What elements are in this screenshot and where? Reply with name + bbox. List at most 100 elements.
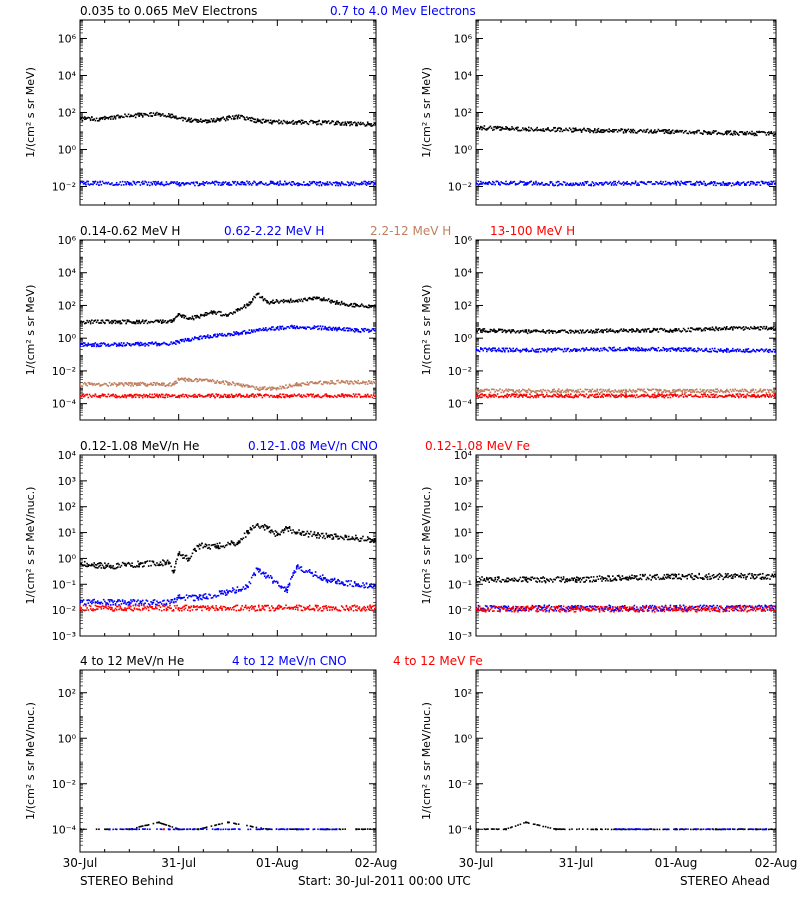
data-point bbox=[334, 382, 337, 385]
data-point bbox=[680, 130, 682, 133]
data-point bbox=[584, 181, 586, 183]
data-point bbox=[339, 303, 342, 306]
data-point bbox=[352, 305, 355, 308]
data-point bbox=[576, 350, 578, 353]
data-point bbox=[137, 320, 139, 323]
data-point bbox=[739, 326, 741, 329]
data-point bbox=[568, 183, 571, 185]
data-point bbox=[220, 334, 222, 336]
data-point bbox=[723, 182, 726, 185]
data-point bbox=[638, 130, 640, 132]
data-point bbox=[616, 330, 619, 332]
data-point bbox=[676, 129, 679, 132]
data-point bbox=[687, 347, 690, 350]
data-point bbox=[223, 314, 226, 317]
data-point bbox=[516, 126, 518, 129]
data-point bbox=[351, 396, 354, 398]
data-point bbox=[727, 130, 729, 132]
data-point bbox=[602, 183, 604, 186]
data-point bbox=[202, 119, 204, 122]
data-point bbox=[246, 116, 248, 119]
data-point bbox=[530, 391, 532, 394]
data-point bbox=[667, 349, 669, 351]
data-point bbox=[241, 331, 244, 334]
data-point bbox=[319, 181, 322, 184]
data-point bbox=[350, 395, 352, 397]
data-point bbox=[138, 319, 140, 322]
data-point bbox=[203, 184, 206, 187]
data-point bbox=[340, 393, 343, 395]
data-point bbox=[195, 377, 197, 380]
data-point bbox=[169, 319, 171, 322]
data-point bbox=[159, 113, 162, 115]
data-point bbox=[163, 321, 165, 323]
data-point bbox=[520, 129, 523, 132]
data-point bbox=[649, 330, 651, 332]
data-point bbox=[574, 182, 577, 184]
data-point bbox=[212, 310, 215, 312]
data-point bbox=[325, 299, 328, 301]
data-point bbox=[344, 121, 347, 124]
data-point bbox=[294, 300, 297, 303]
data-point bbox=[490, 329, 493, 331]
data-point bbox=[727, 132, 729, 134]
data-point bbox=[670, 330, 673, 333]
data-point bbox=[514, 390, 517, 393]
data-point bbox=[89, 321, 92, 323]
data-point bbox=[227, 118, 229, 121]
data-point bbox=[150, 112, 152, 114]
data-point bbox=[160, 343, 163, 345]
data-point bbox=[262, 118, 265, 121]
data-point bbox=[125, 382, 127, 385]
data-point bbox=[224, 181, 227, 183]
data-point bbox=[752, 183, 754, 185]
data-point bbox=[305, 328, 307, 330]
data-point bbox=[292, 299, 294, 302]
data-point bbox=[532, 183, 535, 185]
data-point bbox=[536, 351, 538, 353]
data-point bbox=[327, 120, 330, 122]
data-point bbox=[684, 181, 686, 184]
data-point bbox=[89, 119, 92, 122]
data-point bbox=[351, 381, 354, 384]
data-point bbox=[711, 131, 714, 134]
data-point bbox=[561, 130, 564, 133]
data-point bbox=[181, 116, 183, 119]
data-point bbox=[146, 343, 149, 346]
data-point bbox=[528, 126, 530, 129]
data-point bbox=[693, 132, 696, 135]
data-point bbox=[324, 380, 326, 383]
data-point bbox=[580, 184, 583, 186]
data-point bbox=[157, 395, 159, 397]
data-point bbox=[622, 131, 625, 133]
data-point bbox=[231, 396, 234, 398]
data-point bbox=[696, 180, 698, 183]
data-point bbox=[596, 388, 598, 391]
data-point bbox=[609, 328, 612, 330]
data-point bbox=[543, 389, 546, 392]
data-point bbox=[505, 183, 507, 186]
data-point bbox=[626, 129, 628, 132]
data-point bbox=[91, 343, 93, 346]
data-point bbox=[483, 328, 486, 330]
data-point bbox=[207, 379, 209, 381]
data-point bbox=[745, 348, 747, 351]
data-point bbox=[607, 330, 609, 333]
data-point bbox=[538, 129, 541, 131]
data-point bbox=[762, 131, 764, 133]
data-point bbox=[117, 184, 119, 186]
data-point bbox=[252, 297, 254, 300]
data-point bbox=[192, 380, 195, 382]
data-point bbox=[218, 181, 221, 184]
data-point bbox=[627, 390, 630, 393]
data-point bbox=[124, 382, 126, 384]
data-point bbox=[480, 329, 482, 332]
data-point bbox=[220, 311, 222, 313]
data-point bbox=[228, 384, 230, 386]
data-point bbox=[185, 182, 188, 185]
data-point bbox=[204, 337, 207, 339]
data-point bbox=[230, 394, 233, 396]
data-point bbox=[126, 180, 129, 183]
data-point bbox=[194, 315, 196, 317]
